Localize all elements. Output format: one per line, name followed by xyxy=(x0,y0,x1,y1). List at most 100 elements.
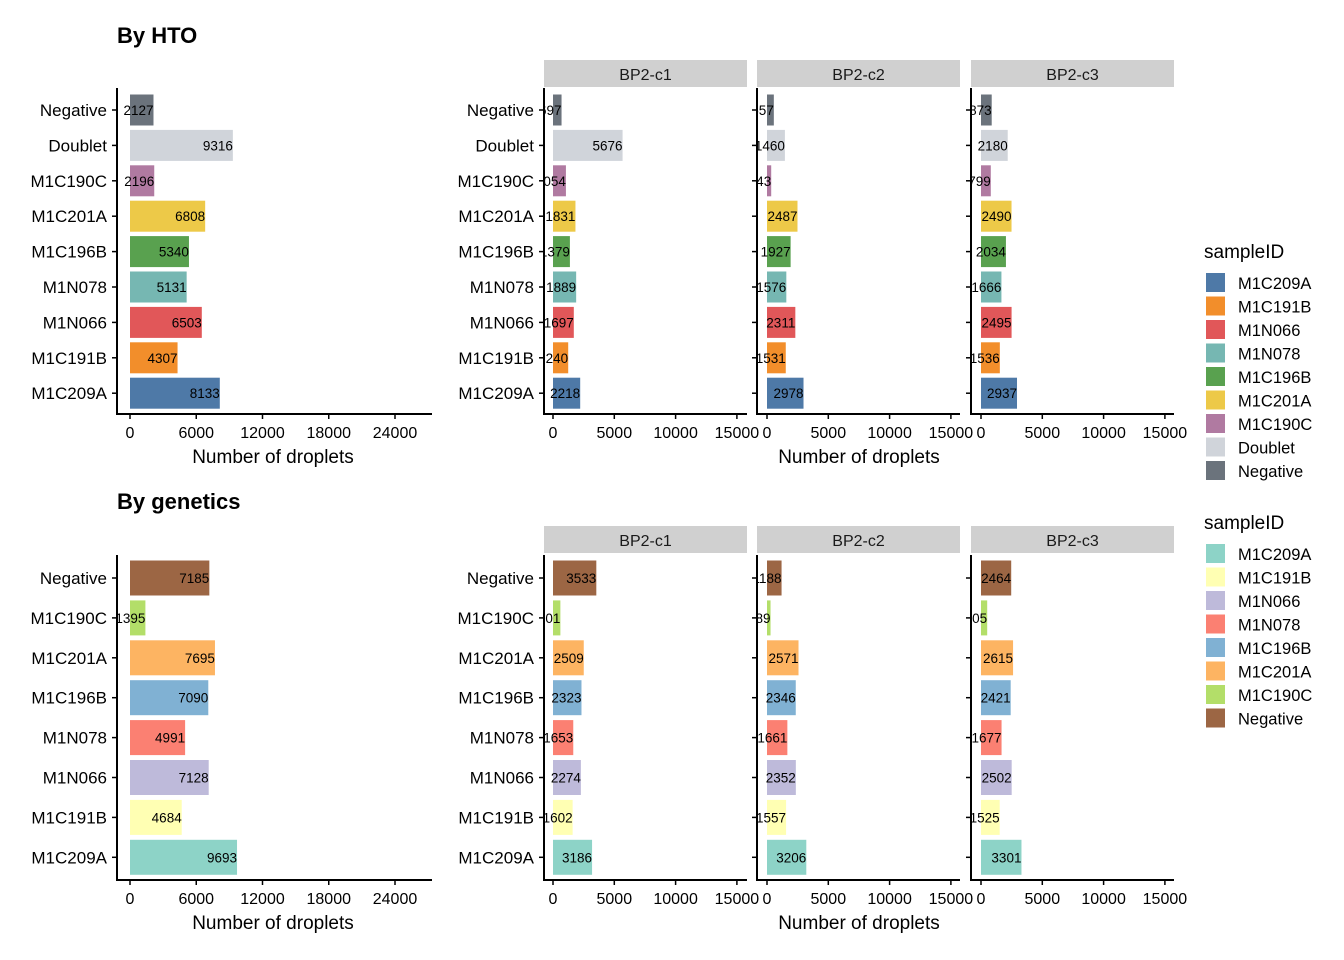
legend-swatch xyxy=(1206,661,1225,681)
data-label: 1536 xyxy=(970,351,1000,366)
data-label: 2615 xyxy=(983,651,1013,666)
bar xyxy=(981,342,1000,374)
data-label: 1889 xyxy=(546,280,576,295)
facet-strip xyxy=(544,526,747,553)
x-tick-label: 10000 xyxy=(1081,425,1126,442)
panel-by-genetics: By genetics Negative 7185 M1C190C 1395 M1C201… xyxy=(30,489,1312,934)
data-label: 601 xyxy=(538,611,561,626)
facet-bars: 2464 505 2615 2421 1677 2502 1525 3301 xyxy=(970,560,1021,875)
bar xyxy=(130,600,146,636)
bar xyxy=(767,271,787,303)
legend-swatch xyxy=(1206,320,1225,339)
category-label: M1C190C xyxy=(30,172,107,191)
legend-swatch xyxy=(1206,591,1225,610)
bar xyxy=(767,236,791,268)
data-label: 5340 xyxy=(159,245,189,260)
category-label: M1C209A xyxy=(31,848,107,867)
legend-label: M1C201A xyxy=(1238,393,1311,411)
bar xyxy=(130,236,189,268)
bar xyxy=(553,306,574,338)
data-label: 4684 xyxy=(152,810,183,825)
bar xyxy=(767,640,799,676)
bar xyxy=(130,165,155,197)
facet-bp2-c1: BP2-c1 3533 601 2509 2323 1653 2274 1602 3186 Neg… xyxy=(457,526,759,908)
legend-swatch xyxy=(1206,367,1225,386)
legend-swatch xyxy=(1206,296,1225,316)
bar xyxy=(981,640,1014,676)
data-label: 1395 xyxy=(115,611,145,626)
legend-label: M1C190C xyxy=(1238,687,1312,705)
category-label: M1C190C xyxy=(30,609,107,628)
x-tick-label: 18000 xyxy=(307,891,352,908)
facet-bars: 3533 601 2509 2323 1653 2274 1602 3186 xyxy=(538,560,597,875)
category-label: M1C191B xyxy=(458,349,534,368)
x-tick-label: 10000 xyxy=(867,425,912,442)
bar xyxy=(767,720,788,756)
legend-label: M1N066 xyxy=(1238,322,1300,340)
x-tick-label: 15000 xyxy=(929,425,974,442)
facet-bars: 1188 289 2571 2346 1661 2352 1557 3206 xyxy=(756,560,807,875)
x-tick-label: 5000 xyxy=(597,891,633,908)
x-tick-label: 10000 xyxy=(1081,891,1126,908)
x-tick-label: 0 xyxy=(763,891,772,908)
x-tick-label: 24000 xyxy=(373,425,418,442)
data-label: 3301 xyxy=(991,850,1021,865)
data-label: 6808 xyxy=(175,209,205,224)
legend-swatch xyxy=(1206,343,1225,363)
data-label: 2490 xyxy=(981,209,1011,224)
bar xyxy=(553,200,576,232)
facet-label: BP2-c1 xyxy=(619,533,672,550)
x-tick-label: 5000 xyxy=(811,425,847,442)
facet-label: BP2-c2 xyxy=(832,67,885,84)
x-tick-label: 5000 xyxy=(597,425,633,442)
bar xyxy=(981,271,1002,303)
data-label: 873 xyxy=(969,103,992,118)
data-label: 1677 xyxy=(972,731,1002,746)
legend-label: M1N078 xyxy=(1238,346,1300,364)
legend-swatch xyxy=(1206,273,1225,292)
data-label: 5676 xyxy=(593,138,623,153)
data-label: 7090 xyxy=(178,691,208,706)
bar xyxy=(130,680,209,716)
data-label: 2421 xyxy=(981,691,1011,706)
data-label: 1666 xyxy=(971,280,1001,295)
category-label: Negative xyxy=(40,101,107,120)
legend-swatch xyxy=(1206,390,1225,410)
legend-label: M1C190C xyxy=(1238,416,1312,434)
category-label: M1N078 xyxy=(43,729,107,748)
category-label: M1C201A xyxy=(31,649,107,668)
facet-bp2-c1: BP2-c1 697 5676 1054 1831 1379 1889 1697 1240 221… xyxy=(457,60,759,442)
legend-label: M1C201A xyxy=(1238,664,1311,682)
legend-label: Negative xyxy=(1238,711,1303,729)
bar xyxy=(553,271,577,303)
data-label: 1831 xyxy=(545,209,575,224)
data-label: 1602 xyxy=(543,810,573,825)
facet-strip xyxy=(544,60,747,87)
bar xyxy=(130,94,154,126)
bar xyxy=(553,600,561,636)
facet-strip xyxy=(971,526,1174,553)
facet-bp2-c2: BP2-c2 557 1460 343 2487 1927 1576 2311 1531 2978… xyxy=(752,60,974,442)
category-label: M1C201A xyxy=(31,207,107,226)
bar xyxy=(981,680,1011,716)
bar xyxy=(767,377,804,409)
x-tick-label: 5000 xyxy=(1025,891,1061,908)
category-label: M1C196B xyxy=(458,689,534,708)
x-tick-label: 0 xyxy=(549,425,558,442)
bar xyxy=(981,600,988,636)
legend-swatch xyxy=(1206,708,1225,728)
x-tick-label: 0 xyxy=(977,425,986,442)
category-label: M1C196B xyxy=(31,243,107,262)
panel-by-hto: By HTO Negative 2127 Doublet 9316 M1C190C 2196… xyxy=(30,23,1312,481)
legend-label: M1N078 xyxy=(1238,617,1300,635)
data-label: 799 xyxy=(968,174,991,189)
data-label: 2311 xyxy=(766,315,795,330)
legend-swatch xyxy=(1206,567,1225,587)
bar xyxy=(981,165,991,197)
data-label: 2937 xyxy=(987,386,1017,401)
data-label: 1557 xyxy=(756,810,786,825)
data-label: 1525 xyxy=(970,810,1000,825)
bar xyxy=(553,129,623,161)
bar xyxy=(981,94,992,126)
bar xyxy=(981,560,1012,596)
